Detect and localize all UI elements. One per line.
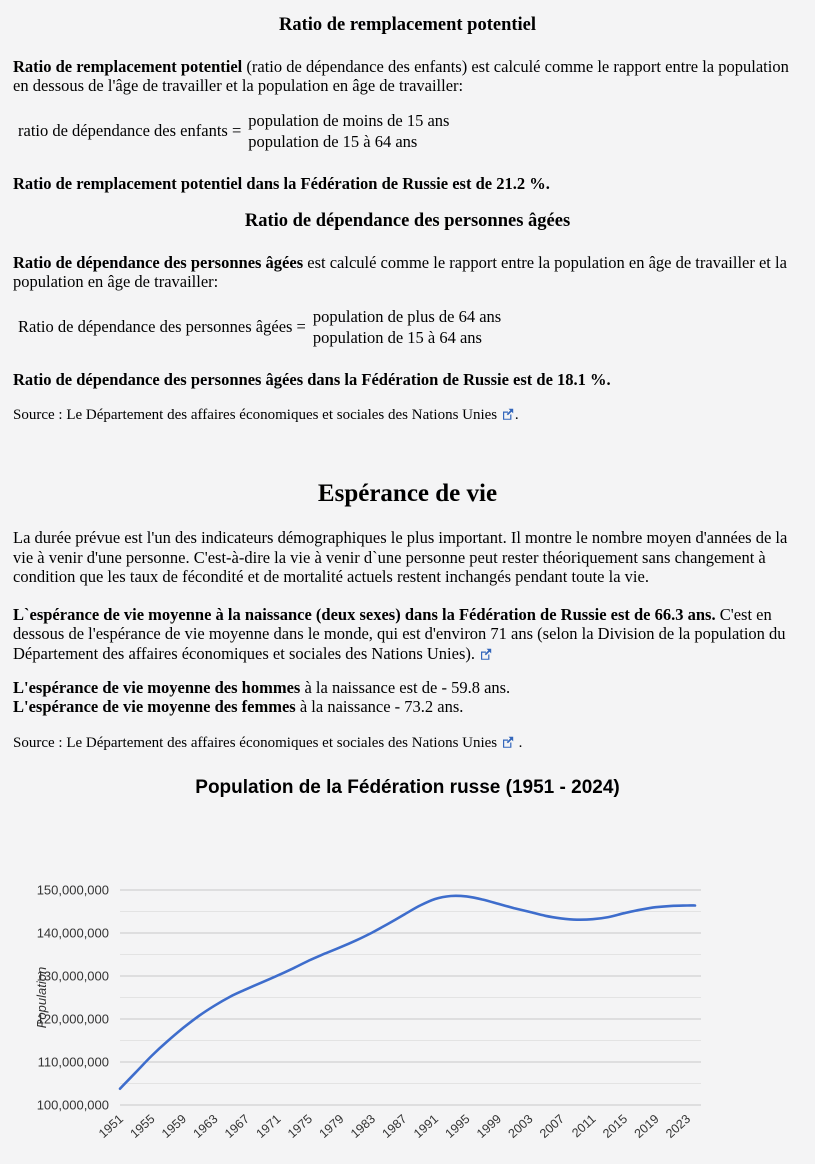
child-dependency-formula: ratio de dépendance des enfants = popula… bbox=[18, 110, 802, 153]
formula-denominator: population de 15 à 64 ans bbox=[312, 328, 482, 348]
source-text: Source : Le Département des affaires éco… bbox=[13, 734, 498, 751]
men-life-expectancy-bold: L'espérance de vie moyenne des hommes bbox=[13, 677, 301, 697]
life-expectancy-average-rest: C'est en dessous de l'espérance de vie m… bbox=[13, 605, 786, 663]
population-series-line bbox=[118, 894, 697, 1090]
old-age-dependency-formula: Ratio de dépendance des personnes âgées … bbox=[18, 306, 802, 349]
y-axis-tick-label: 130,000,000 bbox=[37, 969, 109, 984]
x-axis-tick-label: 2007 bbox=[537, 1112, 567, 1141]
y-axis-title: Population bbox=[34, 967, 49, 1028]
women-life-expectancy-rest: à la naissance - 73.2 ans. bbox=[295, 697, 464, 717]
old-age-result: Ratio de dépendance des personnes âgées … bbox=[13, 369, 611, 389]
old-age-term: Ratio de dépendance des personnes âgées bbox=[13, 253, 304, 273]
old-age-definition-paragraph: Ratio de dépendance des personnes âgées … bbox=[13, 253, 802, 292]
population-chart: Population de la Fédération russe (1951 … bbox=[0, 760, 815, 1164]
formula-fraction: population de moins de 15 ans population… bbox=[248, 110, 449, 153]
section-old-age-ratio: Ratio de dépendance des personnes âgées … bbox=[13, 210, 802, 425]
section-title-old-age-ratio: Ratio de dépendance des personnes âgées bbox=[244, 210, 571, 231]
life-expectancy-by-sex: L'espérance de vie moyenne des hommes à … bbox=[13, 678, 802, 717]
section-title-replacement-ratio: Ratio de remplacement potentiel bbox=[278, 15, 537, 35]
y-axis-tick-label: 110,000,000 bbox=[38, 1055, 109, 1070]
source-suffix: . bbox=[514, 406, 519, 423]
y-axis-tick-label: 120,000,000 bbox=[37, 1012, 109, 1027]
replacement-result: Ratio de remplacement potentiel dans la … bbox=[13, 173, 550, 193]
source-line: Source : Le Département des affaires éco… bbox=[13, 735, 802, 753]
x-axis-tick-label: 2023 bbox=[663, 1112, 693, 1141]
life-expectancy-average-paragraph: L`espérance de vie moyenne à la naissanc… bbox=[13, 605, 802, 663]
source-suffix: . bbox=[514, 734, 523, 751]
y-axis-tick-label: 100,000,000 bbox=[37, 1098, 109, 1113]
x-axis-tick-label: 1999 bbox=[474, 1112, 504, 1141]
x-axis-tick-label: 2011 bbox=[569, 1112, 598, 1140]
life-expectancy-average-bold: L`espérance de vie moyenne à la naissanc… bbox=[13, 605, 716, 625]
x-axis-tick-label: 2003 bbox=[506, 1112, 536, 1141]
old-age-definition-text: est calculé comme le rapport entre la po… bbox=[13, 253, 787, 292]
x-axis-tick-label: 1951 bbox=[96, 1112, 126, 1141]
external-link-icon[interactable] bbox=[501, 407, 515, 423]
x-axis-tick-label: 1983 bbox=[348, 1112, 378, 1141]
women-life-expectancy-bold: L'espérance de vie moyenne des femmes bbox=[13, 697, 296, 717]
x-axis-tick-label: 1975 bbox=[285, 1112, 315, 1141]
source-text: Source : Le Département des affaires éco… bbox=[13, 406, 498, 423]
chart-title: Population de la Fédération russe (1951 … bbox=[195, 777, 620, 798]
formula-numerator: population de moins de 15 ans bbox=[248, 110, 450, 130]
x-axis-tick-label: 1979 bbox=[317, 1112, 347, 1141]
formula-fraction: population de plus de 64 ans population … bbox=[313, 306, 501, 349]
formula-lhs: Ratio de dépendance des personnes âgées … bbox=[18, 317, 306, 337]
y-axis-tick-label: 140,000,000 bbox=[37, 926, 109, 941]
x-axis-tick-label: 1995 bbox=[443, 1112, 473, 1141]
x-axis-tick-label: 2019 bbox=[632, 1112, 662, 1141]
x-axis-tick-label: 1967 bbox=[222, 1112, 252, 1141]
x-axis-tick-label: 1955 bbox=[127, 1112, 157, 1141]
x-axis-tick-label: 1963 bbox=[190, 1112, 220, 1141]
source-line: Source : Le Département des affaires éco… bbox=[13, 407, 802, 425]
formula-lhs: ratio de dépendance des enfants = bbox=[18, 121, 242, 141]
x-axis-tick-label: 1959 bbox=[159, 1112, 189, 1141]
replacement-definition-text: (ratio de dépendance des enfants) est ca… bbox=[13, 57, 789, 96]
section-title-life-expectancy: Espérance de vie bbox=[317, 480, 498, 508]
x-axis-tick-label: 1987 bbox=[380, 1112, 410, 1141]
y-axis-tick-label: 150,000,000 bbox=[37, 883, 109, 898]
formula-numerator: population de plus de 64 ans bbox=[312, 306, 502, 326]
formula-denominator: population de 15 à 64 ans bbox=[248, 132, 418, 152]
men-life-expectancy-rest: à la naissance est de - 59.8 ans. bbox=[300, 677, 511, 697]
external-link-icon[interactable] bbox=[501, 735, 515, 751]
life-expectancy-intro-paragraph: La durée prévue est l'un des indicateurs… bbox=[13, 528, 788, 586]
x-axis-tick-label: 2015 bbox=[600, 1112, 630, 1141]
external-link-icon[interactable] bbox=[479, 644, 493, 663]
replacement-term: Ratio de remplacement potentiel bbox=[13, 57, 243, 77]
replacement-definition-paragraph: Ratio de remplacement potentiel (ratio d… bbox=[13, 57, 802, 96]
population-line-chart-canvas: 100,000,000 110,000,000 120,000,000 130,000… bbox=[34, 883, 701, 1141]
section-life-expectancy: Espérance de vie La durée prévue est l'u… bbox=[13, 480, 802, 752]
x-axis-tick-label: 1971 bbox=[254, 1112, 284, 1141]
section-replacement-ratio: Ratio de remplacement potentiel Ratio de… bbox=[13, 0, 802, 193]
x-axis-tick-label: 1991 bbox=[411, 1112, 441, 1141]
